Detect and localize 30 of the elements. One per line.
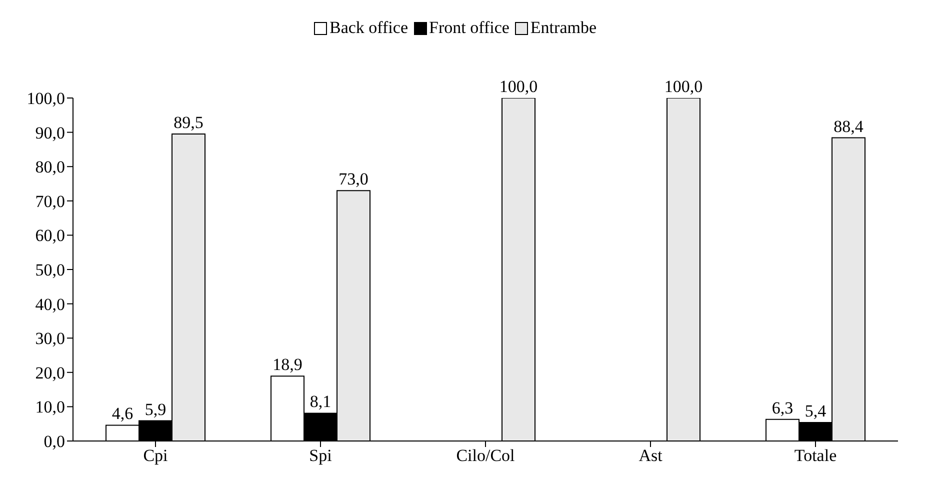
y-tick-label: 0,0	[44, 432, 65, 452]
data-label: 100,0	[664, 77, 703, 96]
data-label: 100,0	[499, 77, 538, 96]
y-tick-label: 70,0	[35, 192, 65, 211]
legend-label: Entrambe	[529, 18, 597, 38]
data-label: 89,5	[174, 113, 204, 132]
x-tick-label: Cpi	[143, 446, 168, 466]
y-tick-label: 100,0	[26, 89, 65, 108]
legend-label: Back office	[328, 18, 408, 38]
y-tick-label: 60,0	[35, 226, 65, 246]
legend-label: Front office	[428, 18, 510, 38]
x-tick-label: Spi	[309, 446, 332, 466]
y-tick-label: 30,0	[35, 329, 65, 348]
data-label: 18,9	[272, 355, 302, 374]
y-tick-label: 80,0	[35, 158, 65, 177]
y-tick-label: 20,0	[35, 363, 65, 382]
x-tick-label: Totale	[794, 446, 837, 466]
y-tick-label: 10,0	[35, 398, 65, 417]
data-label: 8,1	[310, 392, 332, 412]
data-label: 73,0	[338, 170, 368, 189]
y-tick-label: 50,0	[35, 260, 65, 280]
data-label: 6,3	[772, 398, 794, 418]
x-tick-label: Ast	[638, 446, 663, 466]
y-tick-label: 90,0	[35, 123, 65, 142]
data-label: 4,6	[112, 404, 134, 424]
data-label: 5,9	[144, 400, 166, 419]
data-label: 5,4	[804, 401, 827, 420]
data-label: 88,4	[834, 116, 864, 136]
y-tick-label: 40,0	[35, 294, 65, 314]
x-tick-label: Cilo/Col	[456, 446, 516, 466]
